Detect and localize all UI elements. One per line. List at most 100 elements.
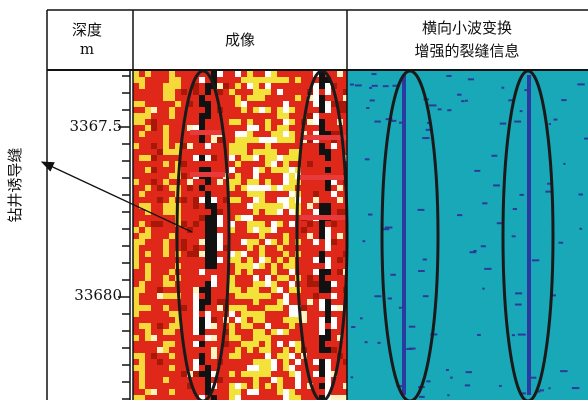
texture-cell xyxy=(181,221,187,227)
texture-cell xyxy=(265,185,271,191)
texture-cell xyxy=(319,113,325,119)
texture-cell xyxy=(283,347,289,353)
texture-cell xyxy=(229,359,235,365)
speckle xyxy=(377,342,380,344)
texture-cell xyxy=(247,269,253,275)
speckle xyxy=(351,326,355,328)
texture-cell xyxy=(259,161,265,167)
texture-cell xyxy=(175,83,181,89)
texture-cell xyxy=(331,197,337,203)
texture-cell xyxy=(325,191,331,197)
texture-cell xyxy=(331,293,337,299)
texture-cell xyxy=(289,203,295,209)
texture-cell xyxy=(301,89,307,95)
texture-cell xyxy=(157,317,163,323)
texture-cell xyxy=(157,299,163,305)
texture-cell xyxy=(331,113,337,119)
texture-cell xyxy=(223,77,229,83)
texture-cell xyxy=(187,257,193,263)
speckle xyxy=(418,209,425,211)
texture-cell xyxy=(205,293,211,299)
texture-cell xyxy=(253,173,259,179)
texture-cell xyxy=(241,113,247,119)
texture-cell xyxy=(235,275,241,281)
texture-cell xyxy=(187,149,193,155)
speckle xyxy=(360,317,363,319)
texture-cell xyxy=(163,95,169,101)
texture-cell xyxy=(229,167,235,173)
texture-cell xyxy=(319,221,325,227)
texture-cell xyxy=(145,359,151,365)
texture-cell xyxy=(169,359,175,365)
texture-cell xyxy=(193,95,199,101)
texture-cell xyxy=(307,287,313,293)
depth-label: 3367.5 xyxy=(70,117,123,135)
texture-cell xyxy=(331,221,337,227)
texture-cell xyxy=(319,239,325,245)
texture-cell xyxy=(265,347,271,353)
texture-cell xyxy=(145,215,151,221)
speckle xyxy=(422,137,429,139)
texture-cell xyxy=(253,227,259,233)
texture-cell xyxy=(283,311,289,317)
texture-cell xyxy=(295,125,301,131)
texture-cell xyxy=(301,293,307,299)
texture-cell xyxy=(211,299,217,305)
texture-cell xyxy=(187,305,193,311)
texture-cell xyxy=(241,329,247,335)
texture-cell xyxy=(313,335,319,341)
texture-cell xyxy=(253,167,259,173)
texture-cell xyxy=(139,305,145,311)
texture-cell xyxy=(283,149,289,155)
texture-cell xyxy=(139,89,145,95)
texture-cell xyxy=(241,317,247,323)
red-band xyxy=(300,175,347,180)
texture-cell xyxy=(277,173,283,179)
texture-cell xyxy=(241,71,247,77)
texture-cell xyxy=(235,299,241,305)
texture-cell xyxy=(289,371,295,377)
texture-cell xyxy=(157,95,163,101)
texture-cell xyxy=(313,191,319,197)
texture-cell xyxy=(313,245,319,251)
texture-cell xyxy=(151,245,157,251)
texture-cell xyxy=(313,239,319,245)
texture-cell xyxy=(319,77,325,83)
texture-cell xyxy=(289,119,295,125)
texture-cell xyxy=(265,257,271,263)
texture-cell xyxy=(319,365,325,371)
texture-cell xyxy=(211,149,217,155)
texture-cell xyxy=(217,77,223,83)
texture-cell xyxy=(325,149,331,155)
texture-cell xyxy=(283,365,289,371)
texture-cell xyxy=(163,71,169,77)
texture-cell xyxy=(157,347,163,353)
texture-cell xyxy=(211,113,217,119)
texture-cell xyxy=(259,389,265,395)
texture-cell xyxy=(217,143,223,149)
texture-cell xyxy=(307,263,313,269)
texture-cell xyxy=(235,77,241,83)
texture-cell xyxy=(133,365,139,371)
texture-cell xyxy=(307,245,313,251)
texture-cell xyxy=(253,347,259,353)
texture-cell xyxy=(295,353,301,359)
texture-cell xyxy=(175,365,181,371)
texture-cell xyxy=(193,269,199,275)
texture-cell xyxy=(307,227,313,233)
texture-cell xyxy=(325,335,331,341)
texture-cell xyxy=(199,317,205,323)
texture-cell xyxy=(241,101,247,107)
texture-cell xyxy=(133,125,139,131)
texture-cell xyxy=(247,227,253,233)
speckle xyxy=(520,110,523,112)
texture-cell xyxy=(265,305,271,311)
texture-cell xyxy=(259,335,265,341)
texture-cell xyxy=(163,299,169,305)
texture-cell xyxy=(193,215,199,221)
texture-cell xyxy=(241,155,247,161)
texture-cell xyxy=(235,119,241,125)
texture-cell xyxy=(151,179,157,185)
texture-cell xyxy=(133,227,139,233)
speckle xyxy=(572,387,579,389)
